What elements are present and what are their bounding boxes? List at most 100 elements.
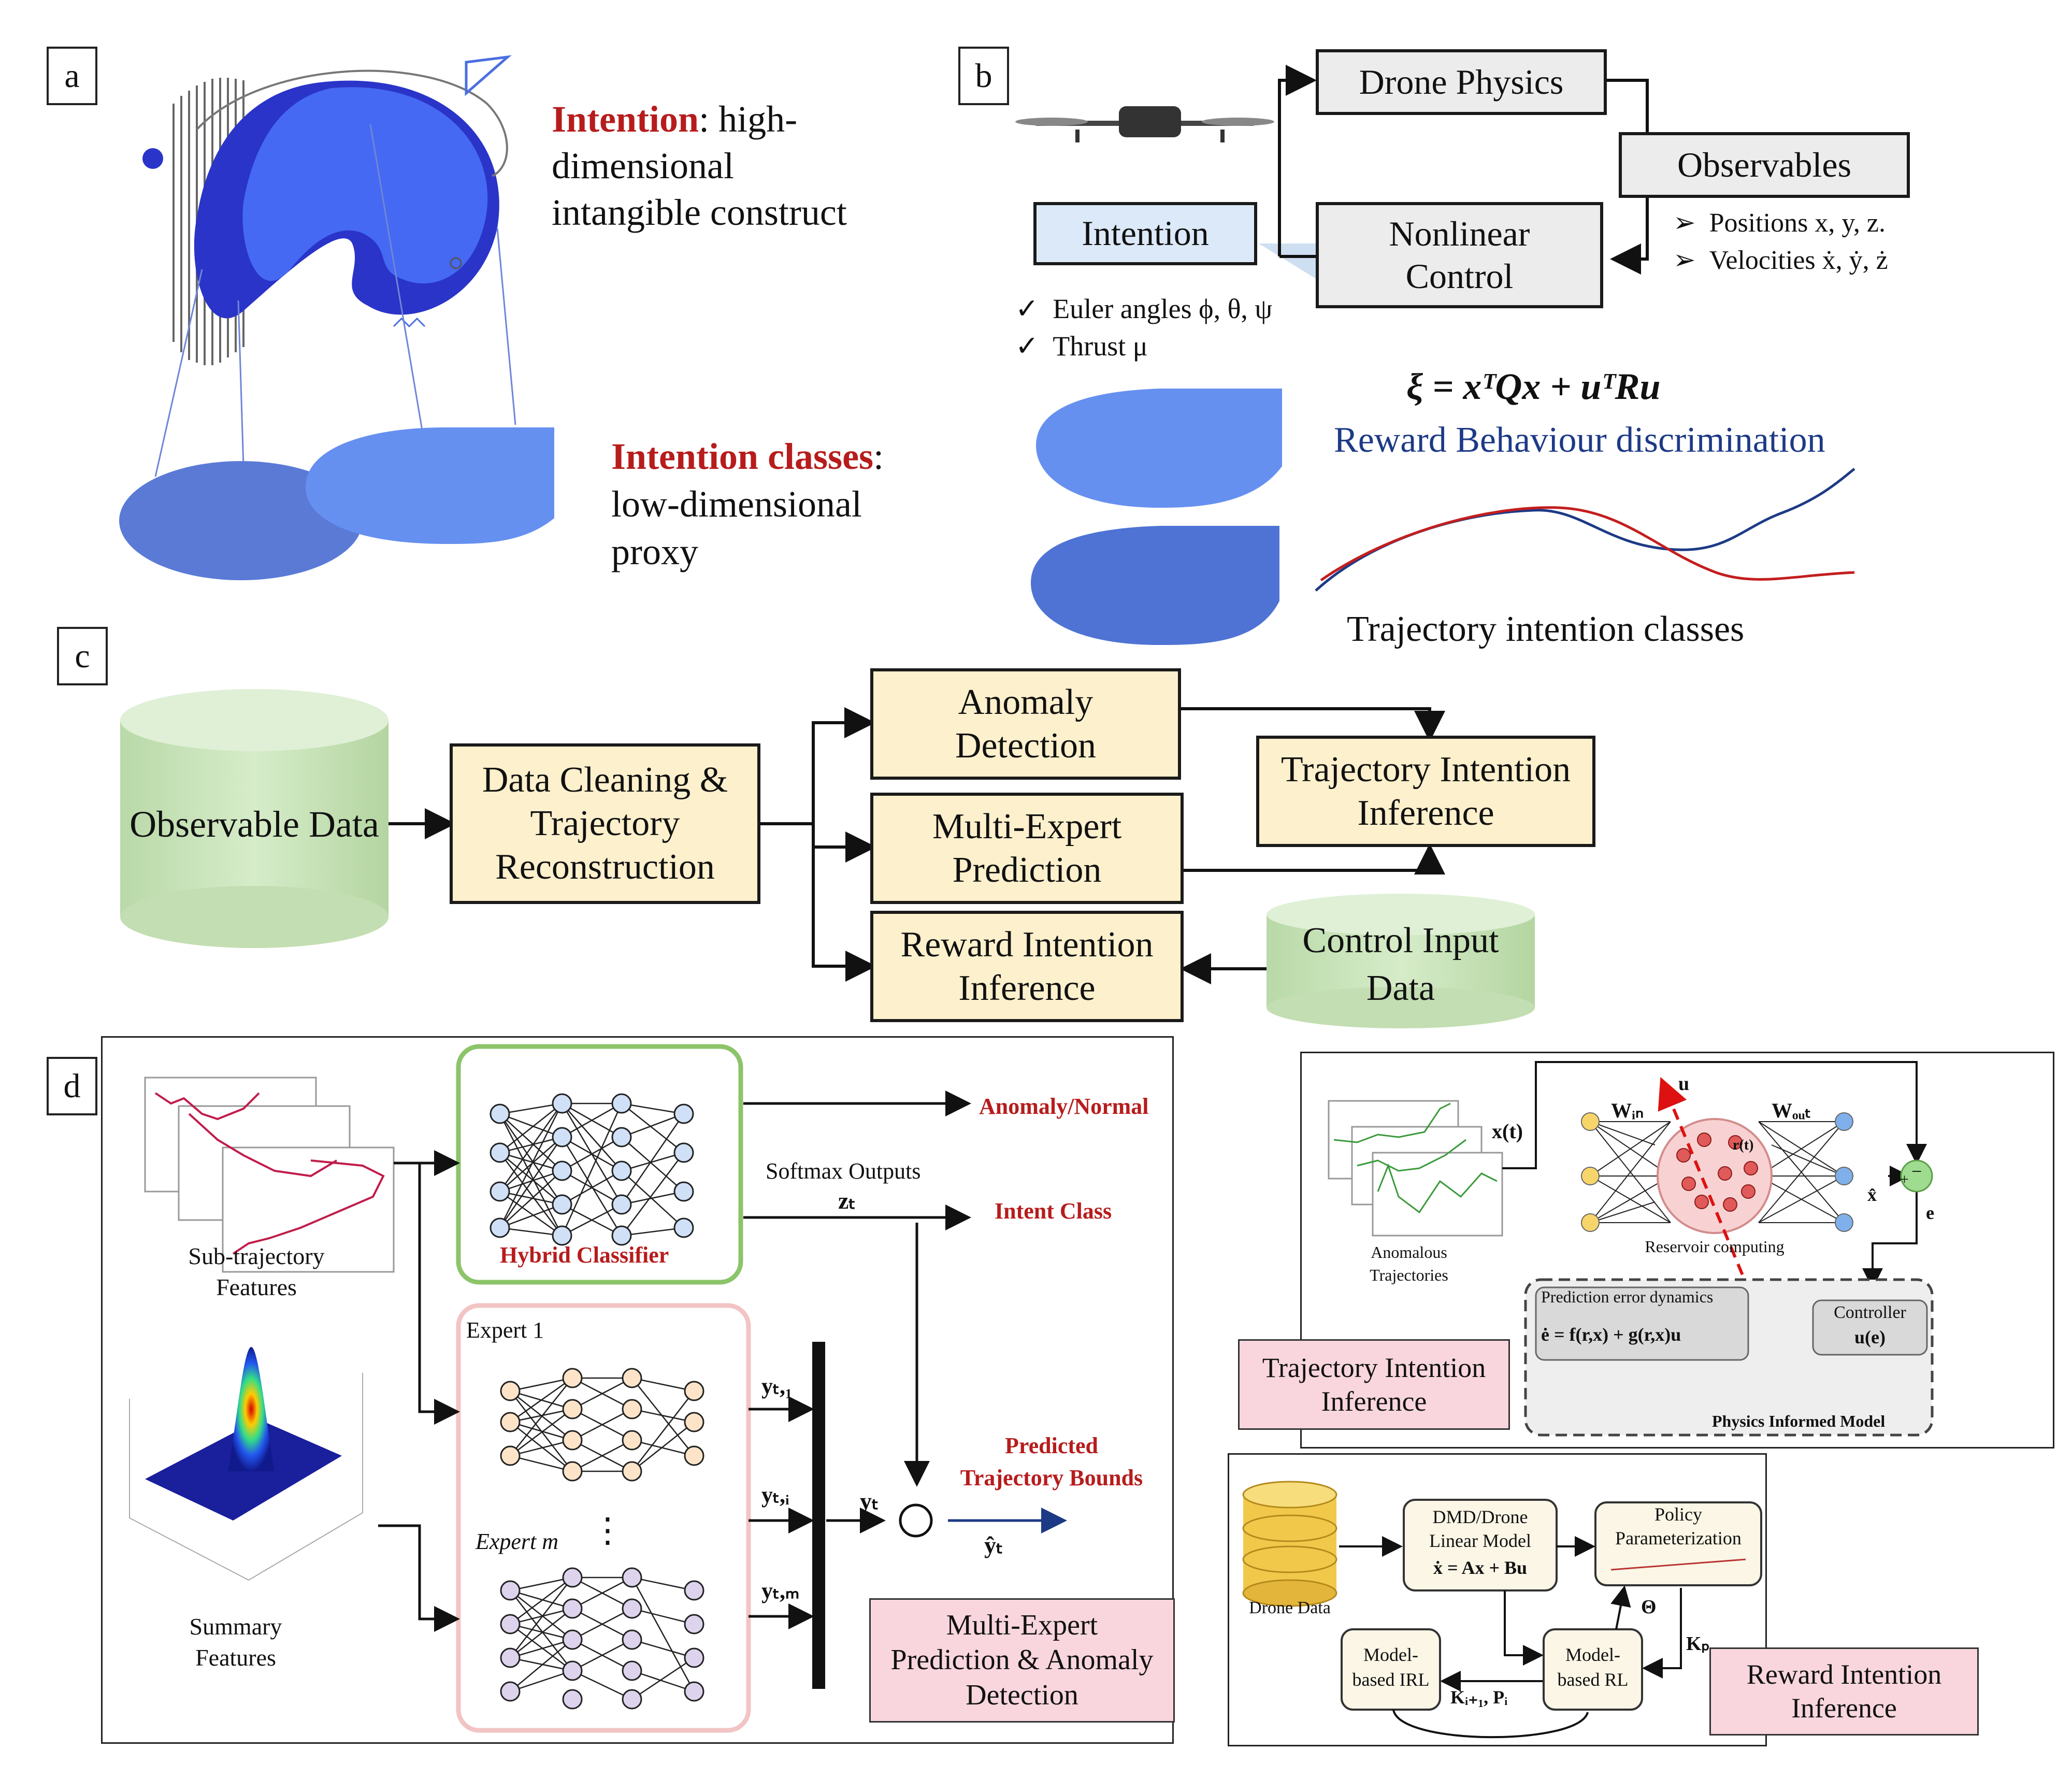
anomalous-trajectories-label: Anomalous Trajectories	[1370, 1243, 1448, 1284]
rt-label: r(t)	[1733, 1137, 1754, 1153]
model-based-rl-label: Model-based RL	[1557, 1644, 1629, 1690]
expert-1-nn	[500, 1368, 704, 1482]
observables-box: Observables	[1619, 132, 1910, 198]
wout-label: Wₒᵤₜ	[1772, 1099, 1811, 1122]
hybrid-nn	[490, 1093, 694, 1246]
intention-word: Intention	[552, 98, 699, 140]
reward-behaviour-text: Reward Behaviour discrimination	[1334, 420, 1825, 460]
sub-trajectory-features-label: Sub-trajectory Features	[188, 1243, 325, 1300]
intention-line3: intangible construct	[552, 192, 847, 233]
xt-label: x(t)	[1492, 1120, 1523, 1143]
control-input-cylinder	[1267, 894, 1535, 1028]
theta-label: Θ	[1641, 1596, 1657, 1618]
controller-label: Controller	[1834, 1303, 1906, 1322]
intent-class-output: Intent Class	[995, 1198, 1112, 1224]
classes-word: Intention classes	[611, 436, 874, 477]
check-1: ✓	[1015, 293, 1039, 324]
observables-list: ➢ Positions x, y, z. ➢ Velocities ẋ, ẏ, …	[1673, 205, 1888, 279]
yhat-label: ŷₜ	[984, 1532, 1003, 1558]
dmd-model-label: DMD/Drone Linear Model	[1429, 1507, 1531, 1551]
obs-item-positions: Positions x, y, z.	[1709, 208, 1886, 238]
blob-dark	[1031, 526, 1279, 645]
reward-intention-inference-tag: Reward Intention Inference	[1709, 1647, 1979, 1736]
panel-a-illustration	[119, 55, 554, 580]
anomaly-detection-box: Anomaly Detection	[870, 668, 1181, 780]
intention-line2: dimensional	[552, 145, 734, 187]
physics-informed-model-label: Physics Informed Model	[1712, 1412, 1886, 1430]
trajectory-bounds-word: Trajectory Bounds	[960, 1465, 1143, 1490]
predicted-bounds-label: Predicted Trajectory Bounds	[953, 1430, 1150, 1494]
expert-1-label: Expert 1	[466, 1317, 544, 1343]
prediction-error-equation: ė = f(r,x) + g(r,x)u	[1541, 1324, 1681, 1345]
prediction-error-title: Prediction error dynamics	[1541, 1287, 1714, 1306]
intention-rest: : high-	[699, 98, 798, 140]
panel-label-c: c	[57, 627, 108, 685]
u-label: u	[1678, 1073, 1690, 1095]
panel-label-d: d	[47, 1057, 97, 1115]
expert-m-nn	[500, 1567, 704, 1710]
data-cleaning-box: Data Cleaning & Trajectory Reconstructio…	[450, 743, 760, 904]
observable-data-cylinder	[120, 689, 388, 948]
summary-features-label: Summary Features	[189, 1613, 282, 1671]
policy-parameterization-label: Policy Parameterization	[1615, 1504, 1742, 1548]
softmax-outputs-label: Softmax Outputs	[766, 1158, 921, 1184]
win-label: Wᵢₙ	[1611, 1099, 1644, 1122]
yti-label: yₜ,ᵢ	[761, 1482, 789, 1508]
sub-trajectory-plots	[144, 1077, 395, 1273]
blob-light	[1036, 389, 1282, 508]
reservoir-network	[1581, 1112, 1933, 1234]
plus-sign: +	[1900, 1171, 1909, 1188]
obs-bullet-2: ➢	[1673, 246, 1696, 275]
panel-label-a: a	[47, 47, 97, 105]
drone-image	[1015, 106, 1274, 142]
yt1-label: yₜ,₁	[761, 1373, 793, 1399]
control-input-data-label: Control Input Data	[1302, 921, 1499, 1008]
panel-d-frame	[101, 1036, 1174, 1744]
summary-3d-surface	[129, 1347, 363, 1581]
reward-equation: ξ = xᵀQx + uᵀRu	[1406, 366, 1661, 407]
reservoir-panel-frame	[1300, 1052, 2054, 1449]
observable-data-label: Observable Data	[130, 804, 379, 845]
xhat-label: x̂	[1867, 1184, 1877, 1205]
panel-label-b: b	[958, 47, 1009, 105]
classes-line2: low-dimensional	[611, 483, 862, 525]
reward-intention-inference-box: Reward Intention Inference	[870, 911, 1184, 1022]
intention-classes-definition: Intention classes: low-dimensional proxy	[611, 433, 884, 576]
yt-label: yₜ	[860, 1488, 879, 1514]
classes-rest: :	[873, 436, 884, 477]
model-based-irl-label: Model-based IRL	[1352, 1644, 1430, 1690]
zt-label: zₜ	[838, 1187, 856, 1214]
expert-m-label: Expert m	[476, 1529, 559, 1554]
obs-bullet-1: ➢	[1673, 208, 1696, 238]
ctrl-item-thrust: Thrust μ	[1053, 331, 1148, 362]
intention-definition: Intention: high- dimensional intangible …	[552, 96, 847, 236]
intention-box: Intention	[1033, 202, 1257, 265]
ctrl-item-euler: Euler angles ϕ, θ, ψ	[1053, 293, 1273, 324]
trajectory-classes-text: Trajectory intention classes	[1347, 609, 1745, 649]
drone-data-label: Drone Data	[1249, 1598, 1331, 1617]
classes-line3: proxy	[611, 531, 698, 572]
check-2: ✓	[1015, 331, 1039, 362]
error-e-label: e	[1926, 1202, 1934, 1223]
hybrid-classifier-label: Hybrid Classifier	[500, 1242, 669, 1268]
trajectory-intention-inference-box: Trajectory Intention Inference	[1256, 736, 1595, 847]
controller-equation: u(e)	[1854, 1327, 1886, 1347]
nonlinear-control-box: Nonlinear Control	[1316, 202, 1603, 308]
multi-expert-anomaly-box: Multi-Expert Prediction & Anomaly Detect…	[869, 1598, 1175, 1723]
reservoir-computing-label: Reservoir computing	[1645, 1237, 1785, 1256]
drone-data-cylinder	[1242, 1481, 1337, 1607]
kp-label: Kₚ	[1686, 1633, 1710, 1655]
trajectory-intention-inference-tag: Trajectory Intention Inference	[1238, 1339, 1510, 1430]
experts-ellipsis: ⋮	[591, 1512, 625, 1550]
minus-sign: −	[1911, 1161, 1922, 1182]
reward-panel-frame	[1228, 1453, 1767, 1746]
kip-label: Kᵢ₊₁, Pᵢ	[1450, 1687, 1508, 1708]
ytm-label: yₜ,ₘ	[761, 1578, 800, 1603]
drone-physics-box: Drone Physics	[1316, 49, 1607, 115]
anomaly-normal-output: Anomaly/Normal	[979, 1094, 1149, 1119]
multi-expert-prediction-box: Multi-Expert Prediction	[870, 793, 1184, 904]
predicted-word: Predicted	[1004, 1433, 1099, 1458]
dmd-equation: ẋ = Ax + Bu	[1433, 1557, 1528, 1578]
